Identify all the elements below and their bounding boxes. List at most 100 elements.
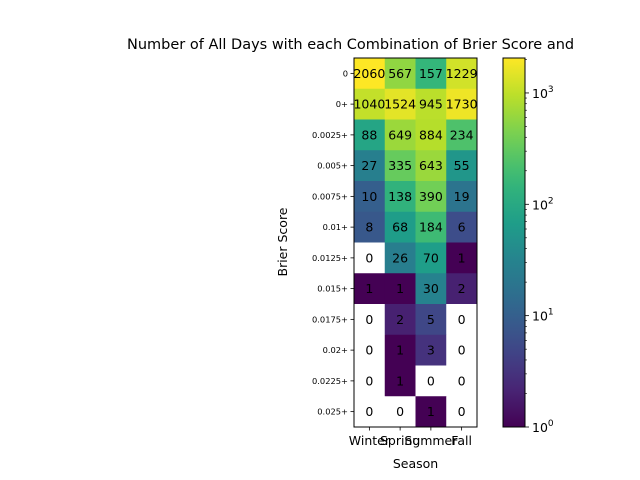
cell-value-label: 1730: [446, 97, 478, 112]
colorbar-ticks: 100 101 102 103: [525, 59, 554, 435]
heatmap-cell: [384, 396, 416, 428]
heatmap-cell: [446, 181, 478, 213]
heatmap-cell: [446, 365, 478, 397]
cell-value-label: 8: [365, 220, 373, 235]
cell-value-label: 567: [388, 66, 412, 81]
heatmap-cell: [384, 334, 416, 366]
cell-value-label: 1524: [384, 97, 416, 112]
cell-value-label: 649: [388, 127, 412, 142]
heatmap-cell: [415, 58, 447, 90]
heatmap-cell: [415, 88, 447, 120]
chart-title: Number of All Days with each Combination…: [127, 37, 574, 53]
heatmap-cell: [384, 58, 416, 90]
cell-value-label: 0: [458, 373, 466, 388]
cell-value-label: 335: [388, 158, 412, 173]
cell-value-label: 2: [396, 312, 404, 327]
heatmap-cell: [415, 273, 447, 305]
colorbar-tick-label: 103: [532, 85, 554, 101]
heatmap-cell: [354, 242, 386, 274]
cell-value-label: 643: [419, 158, 443, 173]
heatmap-cell: [415, 119, 447, 151]
heatmap-cell: [415, 242, 447, 274]
y-tick-label: 0.0225+: [312, 376, 348, 386]
heatmap-cell: [415, 334, 447, 366]
cell-value-label: 390: [419, 189, 443, 204]
heatmap-cell: [446, 211, 478, 243]
cell-value-label: 0: [427, 373, 435, 388]
cell-value-label: 68: [392, 220, 408, 235]
cell-value-label: 0: [458, 343, 466, 358]
cell-value-label: 27: [361, 158, 377, 173]
x-tick-label: Summer: [404, 433, 458, 448]
y-tick-label: 0.005+: [317, 161, 348, 171]
y-tick-label: 0.0075+: [312, 191, 348, 201]
heatmap-cell: [446, 304, 478, 336]
cell-value-label: 19: [454, 189, 470, 204]
colorbar-tick-label: 101: [532, 308, 554, 324]
y-tick-label: 0.02+: [323, 345, 348, 355]
heatmap-cell: [384, 365, 416, 397]
cell-value-label: 88: [361, 127, 377, 142]
heatmap-cell: [446, 242, 478, 274]
cell-value-label: 1040: [353, 97, 385, 112]
cell-value-label: 0: [365, 373, 373, 388]
heatmap-cell: [415, 150, 447, 182]
cell-value-label: 3: [427, 343, 435, 358]
cell-value-label: 1: [396, 343, 404, 358]
heatmap-cell: [446, 88, 478, 120]
x-tick-label: Spring: [380, 433, 420, 448]
x-tick-label: Winter: [349, 433, 391, 448]
cell-value-label: 1: [365, 281, 373, 296]
cell-value-label: 157: [419, 66, 443, 81]
heatmap-cell: [446, 273, 478, 305]
heatmap-cell: [415, 396, 447, 428]
heatmap-cell: [354, 365, 386, 397]
heatmap-cell: [354, 119, 386, 151]
y-tick-label: 0+: [336, 99, 348, 109]
cell-value-label: 2060: [353, 66, 385, 81]
heatmap-cell: [446, 150, 478, 182]
heatmap-cell: [415, 181, 447, 213]
cell-value-label: 0: [396, 404, 404, 419]
cell-value-label: 0: [458, 312, 466, 327]
heatmap-cell: [354, 150, 386, 182]
heatmap-cell: [354, 211, 386, 243]
y-tick-label: 0.01+: [323, 222, 348, 232]
heatmap-cell: [384, 304, 416, 336]
heatmap-cell: [384, 88, 416, 120]
cell-value-label: 70: [423, 250, 439, 265]
y-axis-label: Brier Score: [275, 207, 290, 276]
heatmap-cell: [354, 334, 386, 366]
cell-value-label: 884: [419, 127, 443, 142]
cell-value-label: 1: [396, 281, 404, 296]
cell-value-label: 2: [458, 281, 466, 296]
heatmap-cell: [384, 181, 416, 213]
heatmap-cell: [384, 119, 416, 151]
heatmap-cell: [384, 150, 416, 182]
colorbar: [502, 57, 526, 428]
heatmap-cell: [354, 181, 386, 213]
heatmap-cell: [384, 211, 416, 243]
cell-value-label: 55: [454, 158, 470, 173]
cell-value-label: 0: [458, 404, 466, 419]
cell-value-label: 30: [423, 281, 439, 296]
cell-value-label: 1: [427, 404, 435, 419]
heatmap-cell: [354, 58, 386, 90]
cell-value-label: 0: [365, 312, 373, 327]
y-axis-ticks: 0 0+ 0.0025+ 0.005+ 0.0075+ 0.01+ 0.0125+ 0.015…: [312, 68, 354, 417]
y-tick-label: 0.015+: [317, 284, 348, 294]
colorbar-tick-label: 102: [532, 196, 554, 212]
cell-value-label: 0: [365, 250, 373, 265]
cell-value-label: 10: [361, 189, 377, 204]
heatmap-cell: [384, 273, 416, 305]
heatmap-cell: [446, 58, 478, 90]
heatmap-cell: [446, 396, 478, 428]
y-tick-label: 0.025+: [317, 407, 348, 417]
cell-value-label: 945: [419, 97, 443, 112]
heatmap-cell: [354, 304, 386, 336]
cell-value-label: 6: [458, 220, 466, 235]
cell-value-label: 1: [458, 250, 466, 265]
